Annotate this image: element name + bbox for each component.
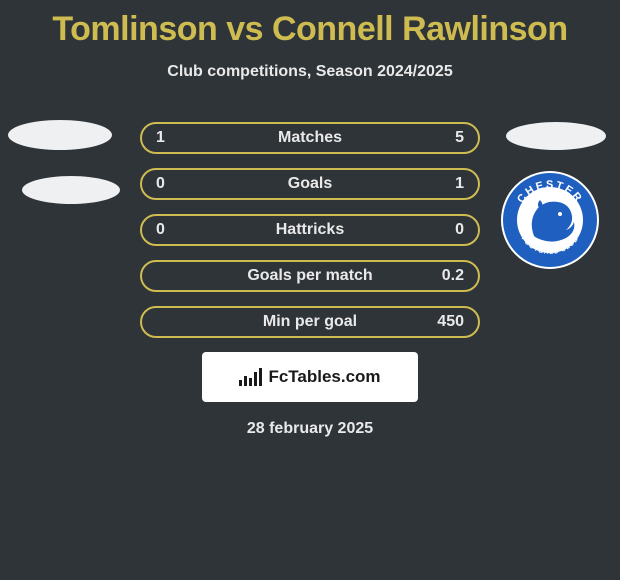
page-title: Tomlinson vs Connell Rawlinson (0, 0, 620, 49)
stat-label: Matches (206, 129, 414, 147)
stat-label: Min per goal (206, 313, 414, 331)
stat-row-goals: 0 Goals 1 (140, 168, 480, 200)
stats-column: 1 Matches 5 0 Goals 1 0 Hattricks 0 Goal… (140, 122, 480, 438)
right-badge-placeholder (506, 122, 606, 150)
stat-left-value: 1 (156, 129, 206, 147)
stat-label: Goals (206, 175, 414, 193)
left-badge-placeholder-2 (22, 176, 120, 204)
brand-text: FcTables.com (268, 367, 380, 387)
stat-right-value: 1 (414, 175, 464, 193)
stat-row-hattricks: 0 Hattricks 0 (140, 214, 480, 246)
left-badge-placeholder-1 (8, 120, 112, 150)
stat-right-value: 450 (414, 313, 464, 331)
club-badge-chester: CHESTER FOOTBALL CLUB (500, 170, 600, 270)
stat-right-value: 0.2 (414, 267, 464, 285)
stat-row-goals-per-match: Goals per match 0.2 (140, 260, 480, 292)
stat-label: Goals per match (206, 267, 414, 285)
stat-left-value: 0 (156, 175, 206, 193)
brand-logo: FcTables.com (202, 352, 418, 402)
subtitle: Club competitions, Season 2024/2025 (0, 63, 620, 81)
stat-left-value: 0 (156, 221, 206, 239)
date-label: 28 february 2025 (140, 420, 480, 438)
bar-chart-icon (239, 368, 262, 386)
stat-row-min-per-goal: Min per goal 450 (140, 306, 480, 338)
stat-row-matches: 1 Matches 5 (140, 122, 480, 154)
stat-label: Hattricks (206, 221, 414, 239)
stat-right-value: 0 (414, 221, 464, 239)
stat-right-value: 5 (414, 129, 464, 147)
